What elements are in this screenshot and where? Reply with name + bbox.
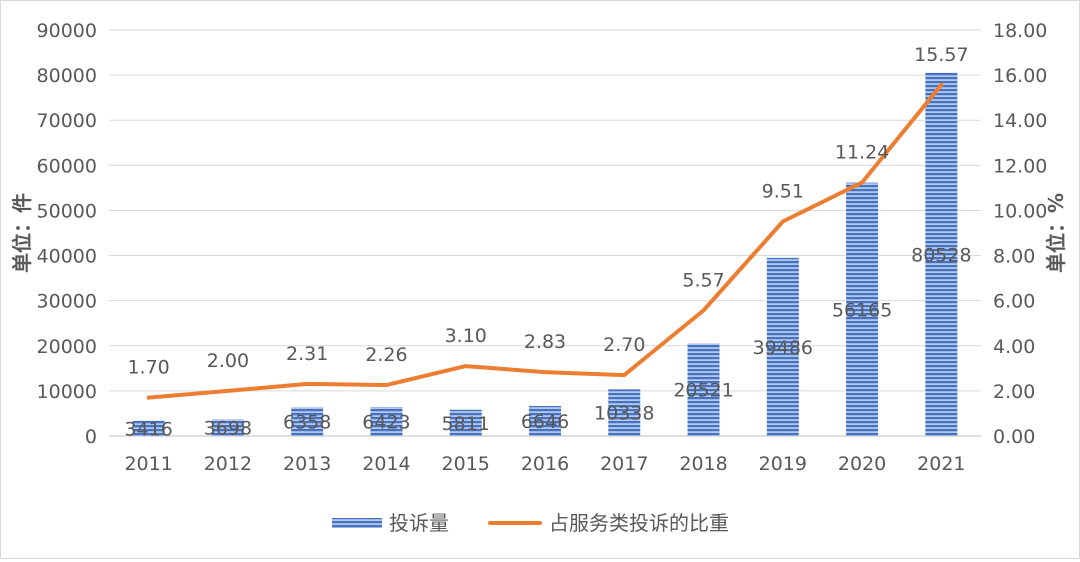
y-tick-label: 40000 (37, 246, 97, 268)
line-data-label: 11.24 (835, 141, 889, 163)
y2-tick-label: 0.00 (993, 426, 1035, 448)
line-data-label: 3.10 (445, 325, 487, 347)
line-data-label: 5.57 (682, 269, 724, 291)
y2-tick-label: 12.00 (993, 155, 1047, 177)
y-tick-label: 0 (85, 426, 97, 448)
y-tick-label: 20000 (37, 336, 97, 358)
y2-tick-label: 8.00 (993, 246, 1035, 268)
line-data-label: 9.51 (762, 180, 804, 202)
y2-tick-label: 18.00 (993, 20, 1047, 42)
y2-tick-label: 2.00 (993, 381, 1035, 403)
legend-bar-label: 投诉量 (389, 511, 449, 535)
x-tick-label: 2015 (442, 453, 490, 475)
x-tick-label: 2018 (679, 453, 727, 475)
y2-tick-label: 4.00 (993, 336, 1035, 358)
x-tick-label: 2017 (600, 453, 648, 475)
legend: 投诉量 占服务类投诉的比重 (332, 511, 729, 535)
bar-data-label: 6423 (362, 412, 410, 434)
legend-line-label: 占服务类投诉的比重 (549, 511, 729, 535)
y2-tick-label: 6.00 (993, 291, 1035, 313)
x-tick-label: 2016 (521, 453, 569, 475)
bar-data-label: 6646 (521, 411, 569, 433)
legend-bar-swatch (332, 518, 382, 528)
bar-data-label: 20521 (673, 380, 733, 402)
y2-tick-label: 10.00 (993, 200, 1047, 222)
y-tick-label: 10000 (37, 381, 97, 403)
y-tick-label: 50000 (37, 200, 97, 222)
y-tick-label: 60000 (37, 155, 97, 177)
y-tick-label: 90000 (37, 20, 97, 42)
line-data-label: 2.70 (603, 334, 645, 356)
y-tick-label: 70000 (37, 110, 97, 132)
bar-data-label: 56165 (832, 299, 892, 321)
x-tick-label: 2013 (283, 453, 331, 475)
x-tick-label: 2011 (124, 453, 172, 475)
y-axis-title: 单位：件 (10, 193, 34, 273)
line-data-label: 2.26 (365, 344, 407, 366)
line-data-label: 2.83 (524, 331, 566, 353)
x-tick-label: 2020 (838, 453, 886, 475)
bar-data-label: 3416 (124, 418, 172, 440)
y2-axis-title: 单位：% (1044, 193, 1068, 273)
line-data-label: 2.31 (286, 343, 328, 365)
y2-tick-label: 16.00 (993, 65, 1047, 87)
bar-data-label: 10338 (594, 403, 654, 425)
bar-data-label: 3698 (204, 418, 252, 440)
bar-data-label: 39486 (753, 337, 813, 359)
x-tick-label: 2019 (759, 453, 807, 475)
y2-tick-label: 14.00 (993, 110, 1047, 132)
bar-data-label: 5811 (442, 413, 490, 435)
bar-data-label: 6358 (283, 412, 331, 434)
x-tick-label: 2012 (204, 453, 252, 475)
line-data-label: 15.57 (914, 44, 968, 66)
line-data-label: 2.00 (207, 350, 249, 372)
bar-data-label: 80528 (911, 244, 971, 266)
line-data-label: 1.70 (127, 357, 169, 379)
y-tick-label: 80000 (37, 65, 97, 87)
x-tick-label: 2014 (362, 453, 410, 475)
y-tick-label: 30000 (37, 291, 97, 313)
x-tick-label: 2021 (917, 453, 965, 475)
